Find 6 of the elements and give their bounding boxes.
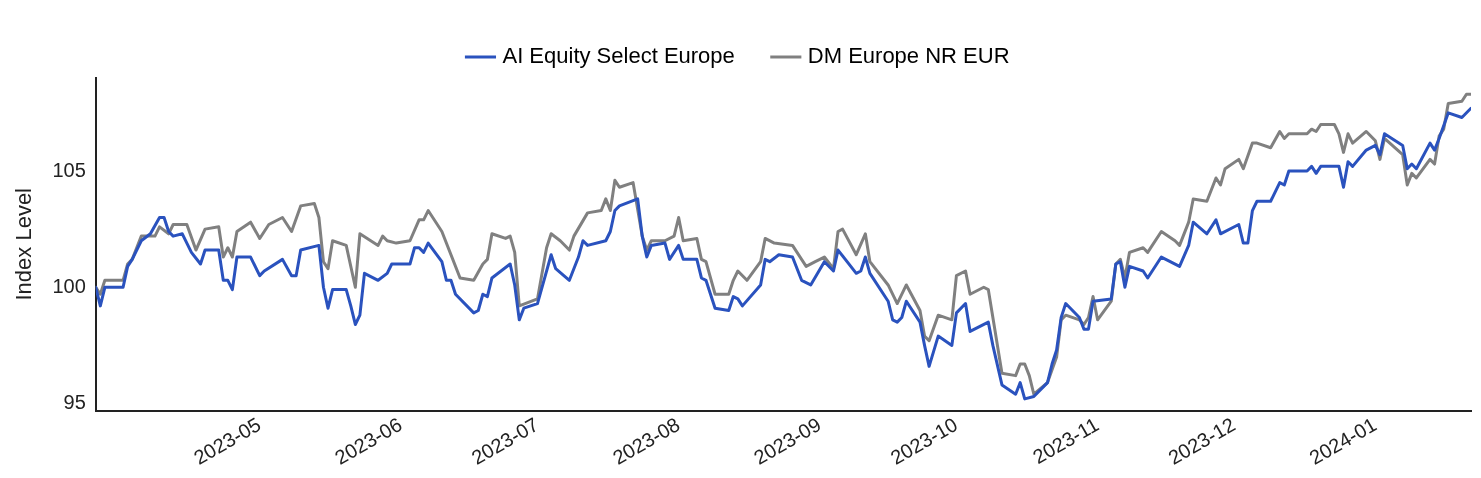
legend-label: DM Europe NR EUR	[807, 43, 1010, 69]
y-tick-label: 105	[52, 158, 86, 181]
y-tick-label: 100	[52, 274, 86, 297]
y-axis-title: Index Level	[11, 187, 37, 301]
y-tick-label: 95	[63, 391, 86, 414]
legend-label: AI Equity Select Europe	[502, 43, 735, 69]
